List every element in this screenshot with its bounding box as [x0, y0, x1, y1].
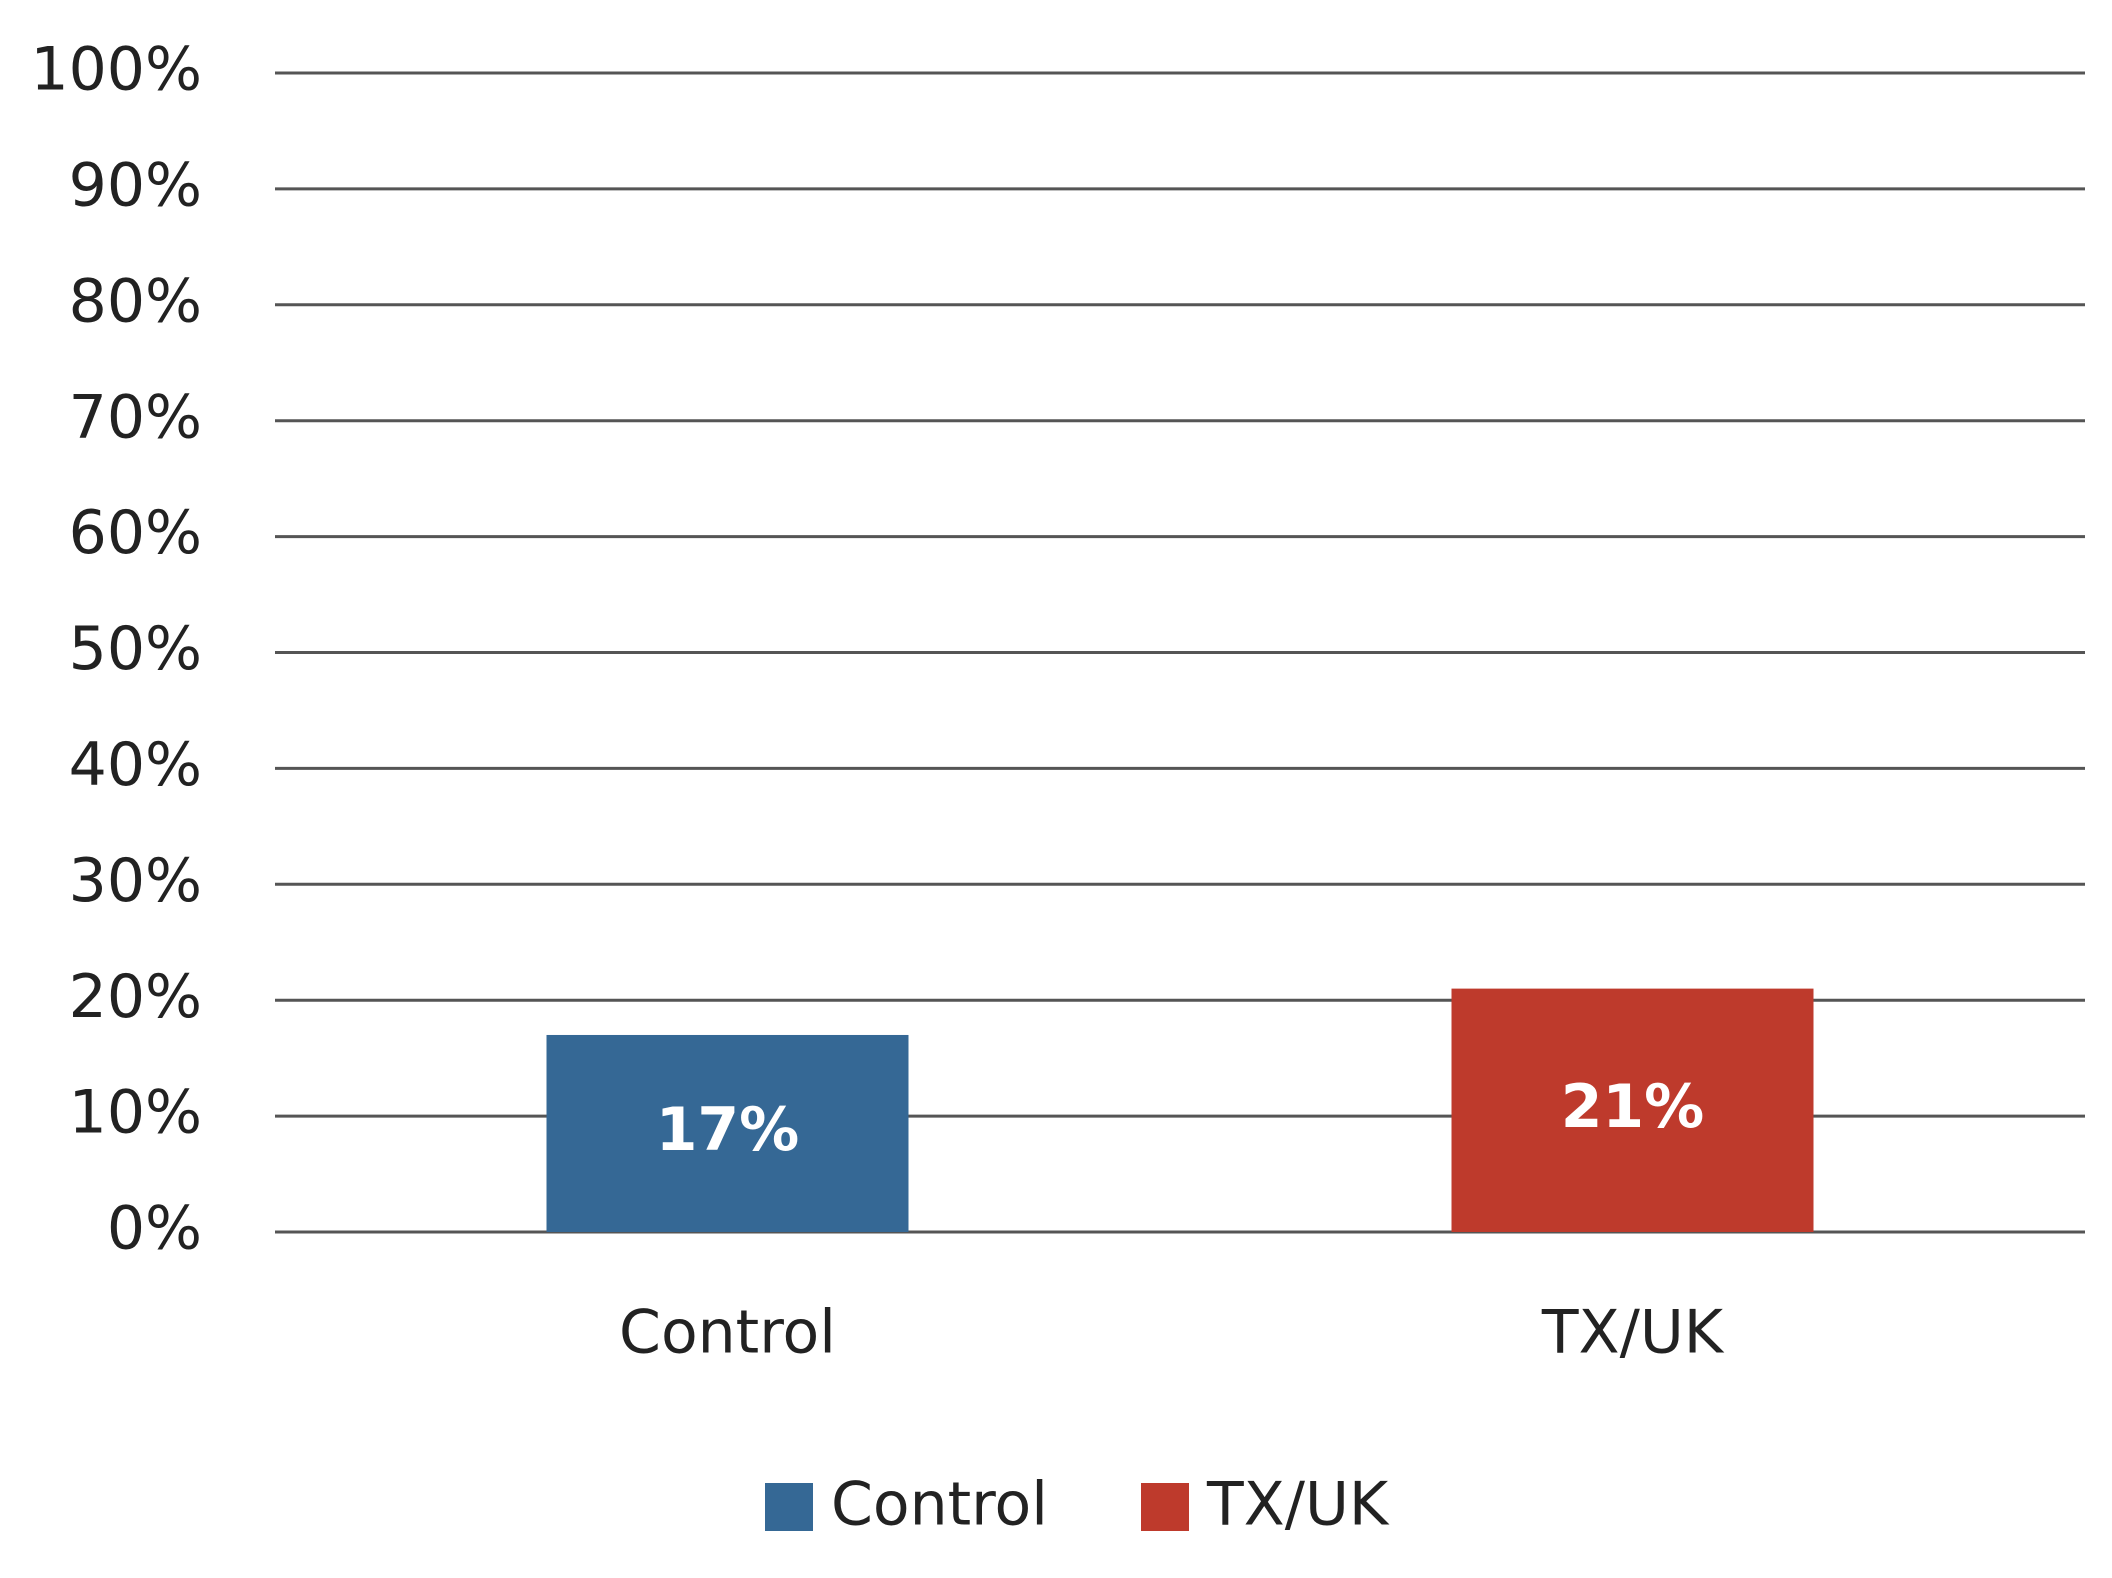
y-tick-label: 100% — [30, 35, 202, 105]
legend-label: TX/UK — [1206, 1470, 1390, 1540]
value-label: 21% — [1561, 1072, 1705, 1142]
bar — [1451, 988, 1814, 1232]
value-label: 17% — [656, 1095, 800, 1165]
y-tick-label: 10% — [69, 1078, 202, 1148]
y-tick-label: 50% — [69, 614, 202, 684]
legend-swatch — [765, 1483, 813, 1531]
legend-label: Control — [831, 1470, 1048, 1540]
bar — [546, 1034, 909, 1232]
y-tick-label: 30% — [69, 846, 202, 916]
y-tick-label: 20% — [69, 962, 202, 1032]
y-tick-label: 0% — [107, 1194, 202, 1264]
legend-swatch — [1141, 1483, 1189, 1531]
y-tick-label: 60% — [69, 498, 202, 568]
y-tick-label: 70% — [69, 382, 202, 452]
y-tick-label: 80% — [69, 266, 202, 336]
x-tick-label: Control — [619, 1298, 836, 1368]
x-tick-label: TX/UK — [1541, 1298, 1725, 1368]
y-tick-label: 40% — [69, 730, 202, 800]
y-tick-label: 90% — [69, 150, 202, 220]
